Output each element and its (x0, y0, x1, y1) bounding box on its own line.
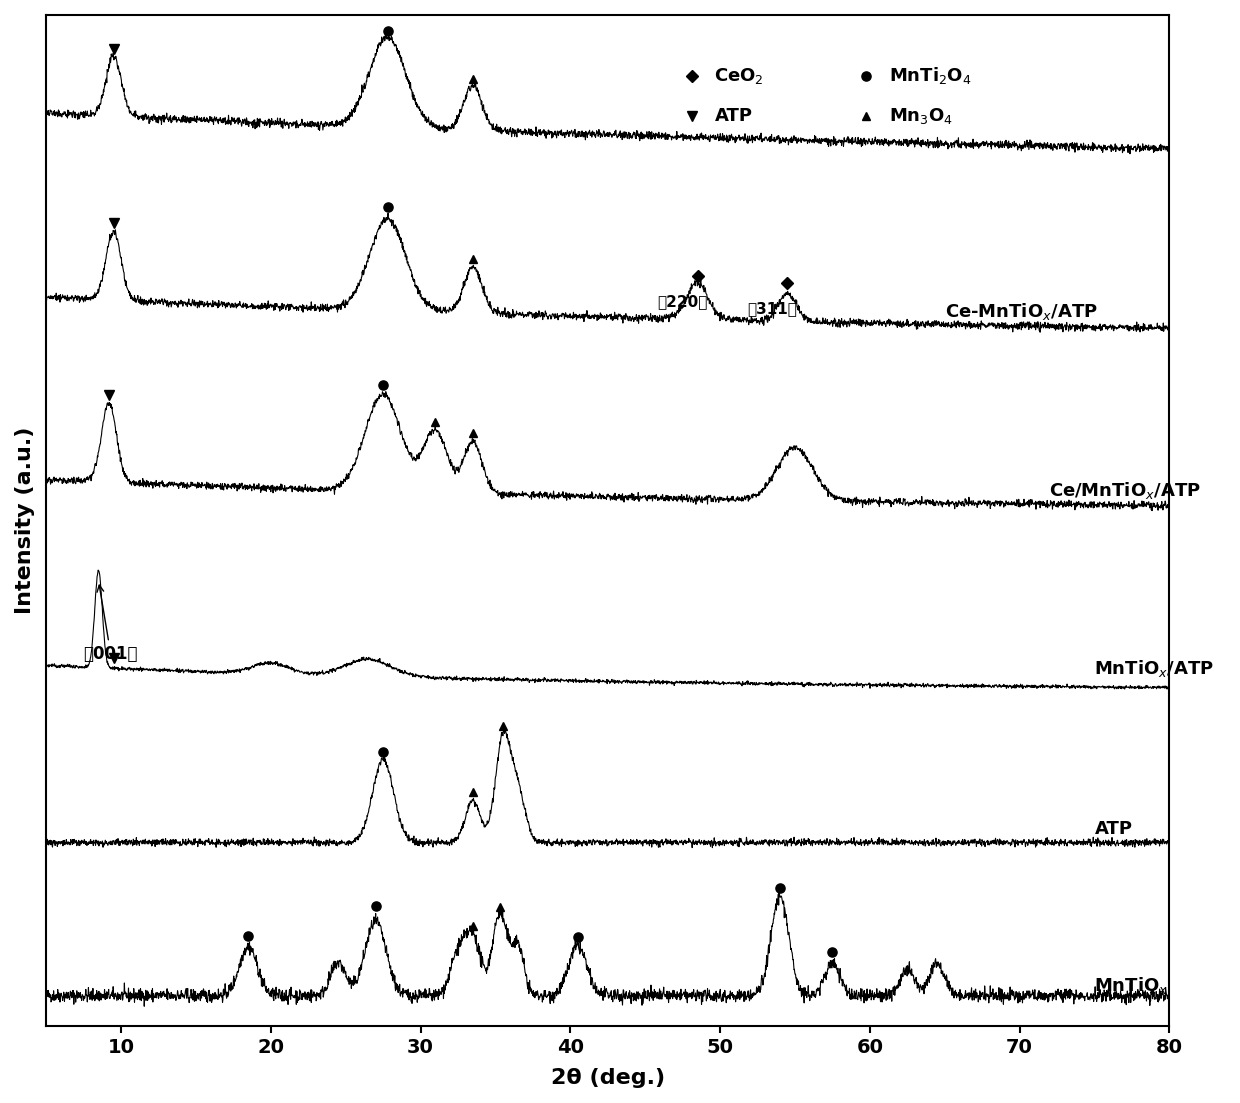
X-axis label: 2θ (deg.): 2θ (deg.) (551, 1068, 665, 1088)
Text: MnTiO$_x$/ATP: MnTiO$_x$/ATP (1095, 658, 1214, 679)
Text: Ce-MnTiO$_x$/ATP: Ce-MnTiO$_x$/ATP (945, 301, 1097, 322)
Text: Mn$_3$O$_4$: Mn$_3$O$_4$ (889, 106, 952, 126)
Text: CeO$_2$: CeO$_2$ (714, 66, 764, 86)
Text: MnTi$_2$O$_4$: MnTi$_2$O$_4$ (889, 65, 971, 86)
Y-axis label: Intensity (a.u.): Intensity (a.u.) (15, 427, 35, 614)
Text: MnTiO$_x$: MnTiO$_x$ (1095, 975, 1168, 996)
Text: （220）: （220） (657, 293, 708, 309)
Text: Ce/MnTiO$_x$/ATP: Ce/MnTiO$_x$/ATP (1049, 480, 1202, 501)
Text: ATP: ATP (1095, 820, 1132, 838)
Text: （311）: （311） (748, 301, 797, 317)
Text: ATP: ATP (714, 107, 753, 125)
Text: （001）: （001） (83, 585, 138, 663)
